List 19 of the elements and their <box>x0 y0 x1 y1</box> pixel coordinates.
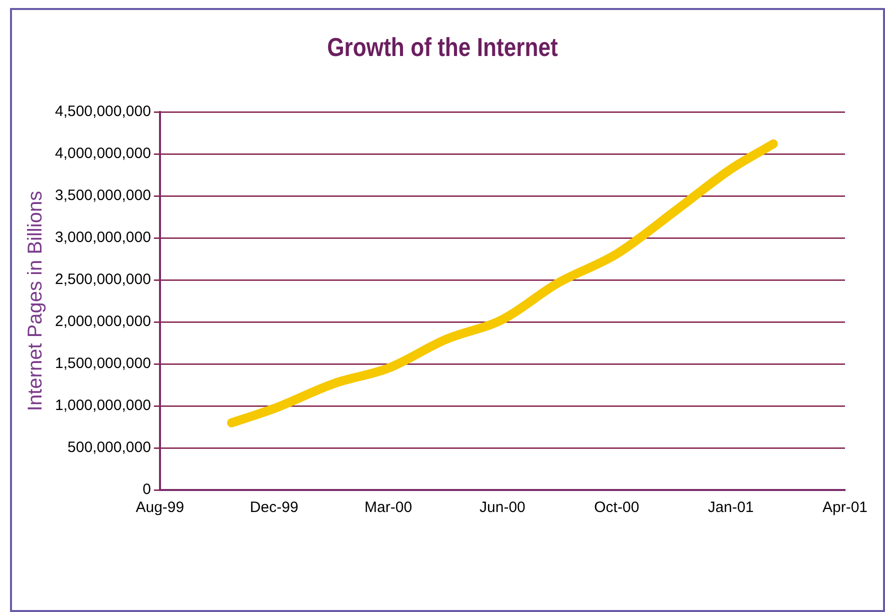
x-tick-label: Dec-99 <box>250 499 298 516</box>
y-tick-label: 3,000,000,000 <box>54 229 151 246</box>
y-tick-label: 1,500,000,000 <box>54 355 151 372</box>
y-tick-label: 2,500,000,000 <box>54 271 151 288</box>
y-tick-label: 0 <box>142 481 151 498</box>
x-tick-label: Oct-00 <box>594 499 640 516</box>
y-tick-label: 3,500,000,000 <box>54 187 151 204</box>
y-tick-label: 1,000,000,000 <box>54 397 151 414</box>
x-tick-label: Aug-99 <box>136 499 184 516</box>
y-axis-title: Internet Pages in Billions <box>24 190 47 412</box>
x-tick-label: Apr-01 <box>822 499 868 516</box>
x-tick-label: Jun-00 <box>480 499 526 516</box>
y-tick-label: 500,000,000 <box>68 439 151 456</box>
y-tick-label: 4,500,000,000 <box>54 103 151 120</box>
x-tick-label: Mar-00 <box>364 499 412 516</box>
chart-title: Growth of the Internet <box>326 32 559 63</box>
y-tick-label: 2,000,000,000 <box>54 313 151 330</box>
x-tick-label: Jan-01 <box>708 499 754 516</box>
y-tick-label: 4,000,000,000 <box>54 145 151 162</box>
